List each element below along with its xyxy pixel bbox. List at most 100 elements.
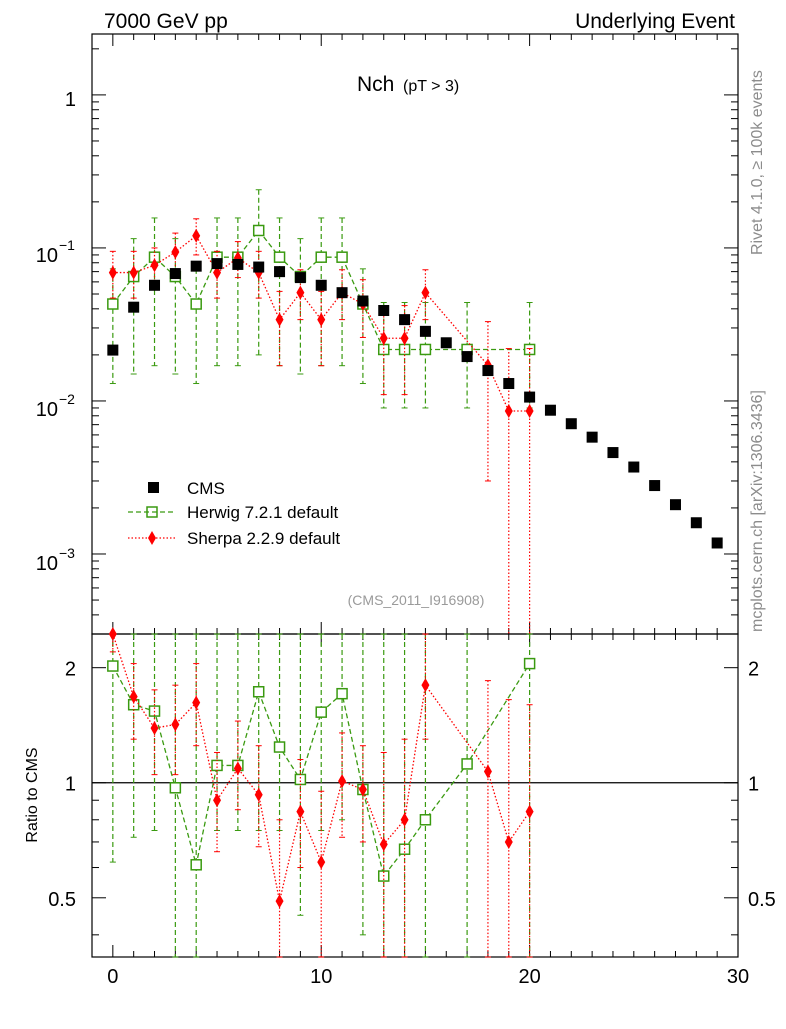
cms-point: [149, 279, 161, 291]
cms-point: [503, 378, 515, 390]
sherpa-point: [504, 403, 513, 418]
main-ytick-label-0p001-base: 10: [36, 553, 58, 575]
ratio-ytick-label-right: 1: [748, 774, 759, 796]
herwig-point: [107, 298, 119, 310]
cms-point: [378, 305, 390, 317]
sherpa-ratio-point: [296, 804, 305, 819]
sherpa-point: [275, 312, 284, 327]
legend: CMS Herwig 7.2.1 default Sherpa 2.2.9 de…: [128, 479, 340, 548]
x-tick-label: 10: [310, 966, 332, 988]
legend-cms-marker: [148, 482, 159, 493]
ratio-ytick-label-right: 2: [748, 659, 759, 681]
sherpa-point: [150, 258, 159, 273]
main-ytick-label-0p1-exp: −1: [59, 237, 75, 253]
header-right: Underlying Event: [575, 10, 735, 33]
cms-point: [607, 447, 619, 459]
sherpa-point: [192, 228, 201, 243]
herwig-ratio-point: [294, 773, 307, 786]
cms-point: [669, 499, 681, 511]
cms-point: [565, 418, 577, 430]
herwig-ratio-point: [252, 686, 265, 698]
ratio-ytick-labels: 0.5 0.5 1 1 2 2: [48, 659, 776, 911]
herwig-point: [377, 343, 390, 356]
sherpa-ratio-point: [525, 804, 534, 819]
cms-point: [461, 351, 473, 363]
sherpa-ratio-point: [192, 695, 201, 710]
cms-series: [107, 258, 723, 549]
cms-point: [628, 461, 640, 473]
herwig-point: [398, 343, 411, 356]
cms-point: [294, 272, 306, 284]
main-panel: Nch (pT > 3) 1 10 −1 10 −2 10 −3 CMS Her…: [36, 33, 739, 635]
herwig-ratio-line: [112, 663, 531, 878]
cms-point: [711, 537, 723, 549]
ratio-ytick-label: 1: [65, 774, 76, 796]
herwig-ratio-point: [211, 759, 223, 772]
herwig-ratio-point: [461, 758, 473, 770]
herwig-ratio-point: [398, 843, 411, 855]
legend-herwig-marker: [146, 506, 158, 518]
sherpa-ratio-point: [108, 627, 117, 641]
herwig-ratio-point: [315, 706, 327, 718]
cms-point: [690, 517, 702, 529]
herwig-point: [190, 298, 202, 310]
main-ytick-label-0p001-exp: −3: [59, 545, 75, 561]
herwig-ratio-point: [107, 660, 119, 672]
herwig-point: [252, 224, 265, 237]
sherpa-ratio-point: [504, 834, 513, 849]
sherpa-point: [296, 285, 305, 300]
cms-point: [253, 261, 265, 273]
mcplots-label: mcplots.cern.ch [arXiv:1306.3436]: [749, 390, 766, 632]
analysis-id: (CMS_2011_I916908): [348, 592, 485, 608]
cms-point: [336, 287, 348, 299]
cms-point: [482, 365, 494, 377]
header-left: 7000 GeV pp: [104, 10, 228, 33]
sherpa-ratio-point: [171, 717, 180, 732]
herwig-ratio-point: [336, 687, 348, 700]
sherpa-ratio-series: [108, 627, 534, 958]
herwig-ratio-point: [273, 741, 286, 753]
cms-point: [274, 266, 286, 278]
sherpa-ratio-point: [338, 774, 347, 789]
cms-point: [649, 480, 661, 492]
herwig-point: [315, 251, 327, 263]
sherpa-point: [421, 285, 430, 300]
main-ytick-label-1: 1: [65, 89, 76, 111]
sherpa-ratio-point: [400, 812, 409, 827]
sherpa-ratio-point: [379, 837, 388, 852]
cms-point: [440, 337, 452, 349]
legend-cms-label: CMS: [187, 479, 225, 498]
cms-point: [544, 404, 556, 416]
herwig-point: [419, 343, 432, 356]
legend-sherpa-marker: [148, 531, 156, 545]
cms-point: [357, 295, 369, 307]
ratio-ytick-label-right: 0.5: [748, 889, 776, 911]
herwig-ratio-point: [523, 657, 536, 670]
herwig-point: [273, 251, 286, 263]
sherpa-point: [525, 403, 534, 418]
cms-point: [232, 258, 244, 270]
sherpa-point: [171, 245, 180, 260]
sherpa-ratio-point: [213, 793, 222, 808]
sherpa-point: [400, 331, 409, 346]
x-tick-label: 0: [107, 966, 118, 988]
ratio-frame: [91, 633, 739, 958]
sherpa-ratio-point: [421, 678, 430, 693]
herwig-ratio-point: [419, 814, 432, 826]
ratio-xtick-labels: 0 10 20 30: [107, 966, 749, 988]
sherpa-ratio-point: [129, 689, 138, 704]
ratio-ytick-label: 2: [65, 659, 76, 681]
sherpa-ratio-point: [150, 721, 159, 736]
sherpa-point: [317, 312, 326, 327]
cms-point: [211, 258, 223, 270]
cms-point: [107, 344, 119, 356]
x-tick-label: 20: [518, 966, 540, 988]
sherpa-ratio-point: [358, 782, 367, 797]
ratio-panel: Ratio to CMS: [24, 627, 739, 958]
cms-point: [586, 431, 598, 443]
ratio-ylabel: Ratio to CMS: [24, 747, 41, 842]
plot-title-sub: (pT > 3): [403, 78, 459, 95]
herwig-point: [336, 251, 348, 263]
main-ytick-label-0p1-base: 10: [36, 245, 58, 267]
